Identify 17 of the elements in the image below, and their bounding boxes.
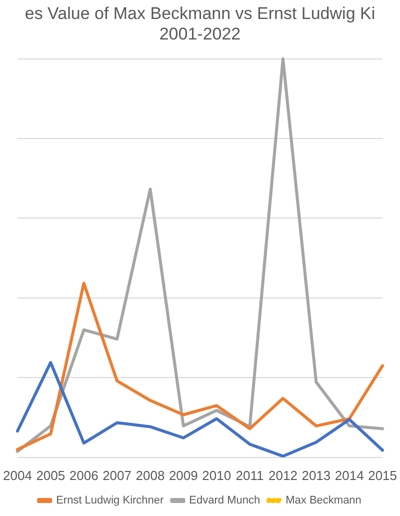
x-tick-label: 2013 xyxy=(302,468,331,483)
chart-title: es Value of Max Beckmann vs Ernst Ludwig Ki xyxy=(24,4,376,23)
x-tick-label: 2006 xyxy=(69,468,98,483)
x-tick-label: 2011 xyxy=(236,468,264,483)
x-tick-label: 2012 xyxy=(268,468,298,483)
x-tick-label: 2007 xyxy=(102,468,132,483)
x-tick-label: 2014 xyxy=(334,468,364,483)
legend-label: Ernst Ludwig Kirchner xyxy=(56,494,164,507)
chart-subtitle: 2001-2022 xyxy=(159,24,241,44)
x-tick-label: 2010 xyxy=(202,468,232,483)
legend-label: Max Beckmann xyxy=(286,494,362,507)
x-tick-label: 2008 xyxy=(136,468,165,483)
x-tick-label: 2005 xyxy=(36,468,66,483)
legend-label: Edvard Munch xyxy=(189,494,260,507)
x-tick-label: 2004 xyxy=(3,468,32,483)
x-tick-label: 2009 xyxy=(168,468,198,483)
x-tick-label: 2015 xyxy=(368,468,397,483)
